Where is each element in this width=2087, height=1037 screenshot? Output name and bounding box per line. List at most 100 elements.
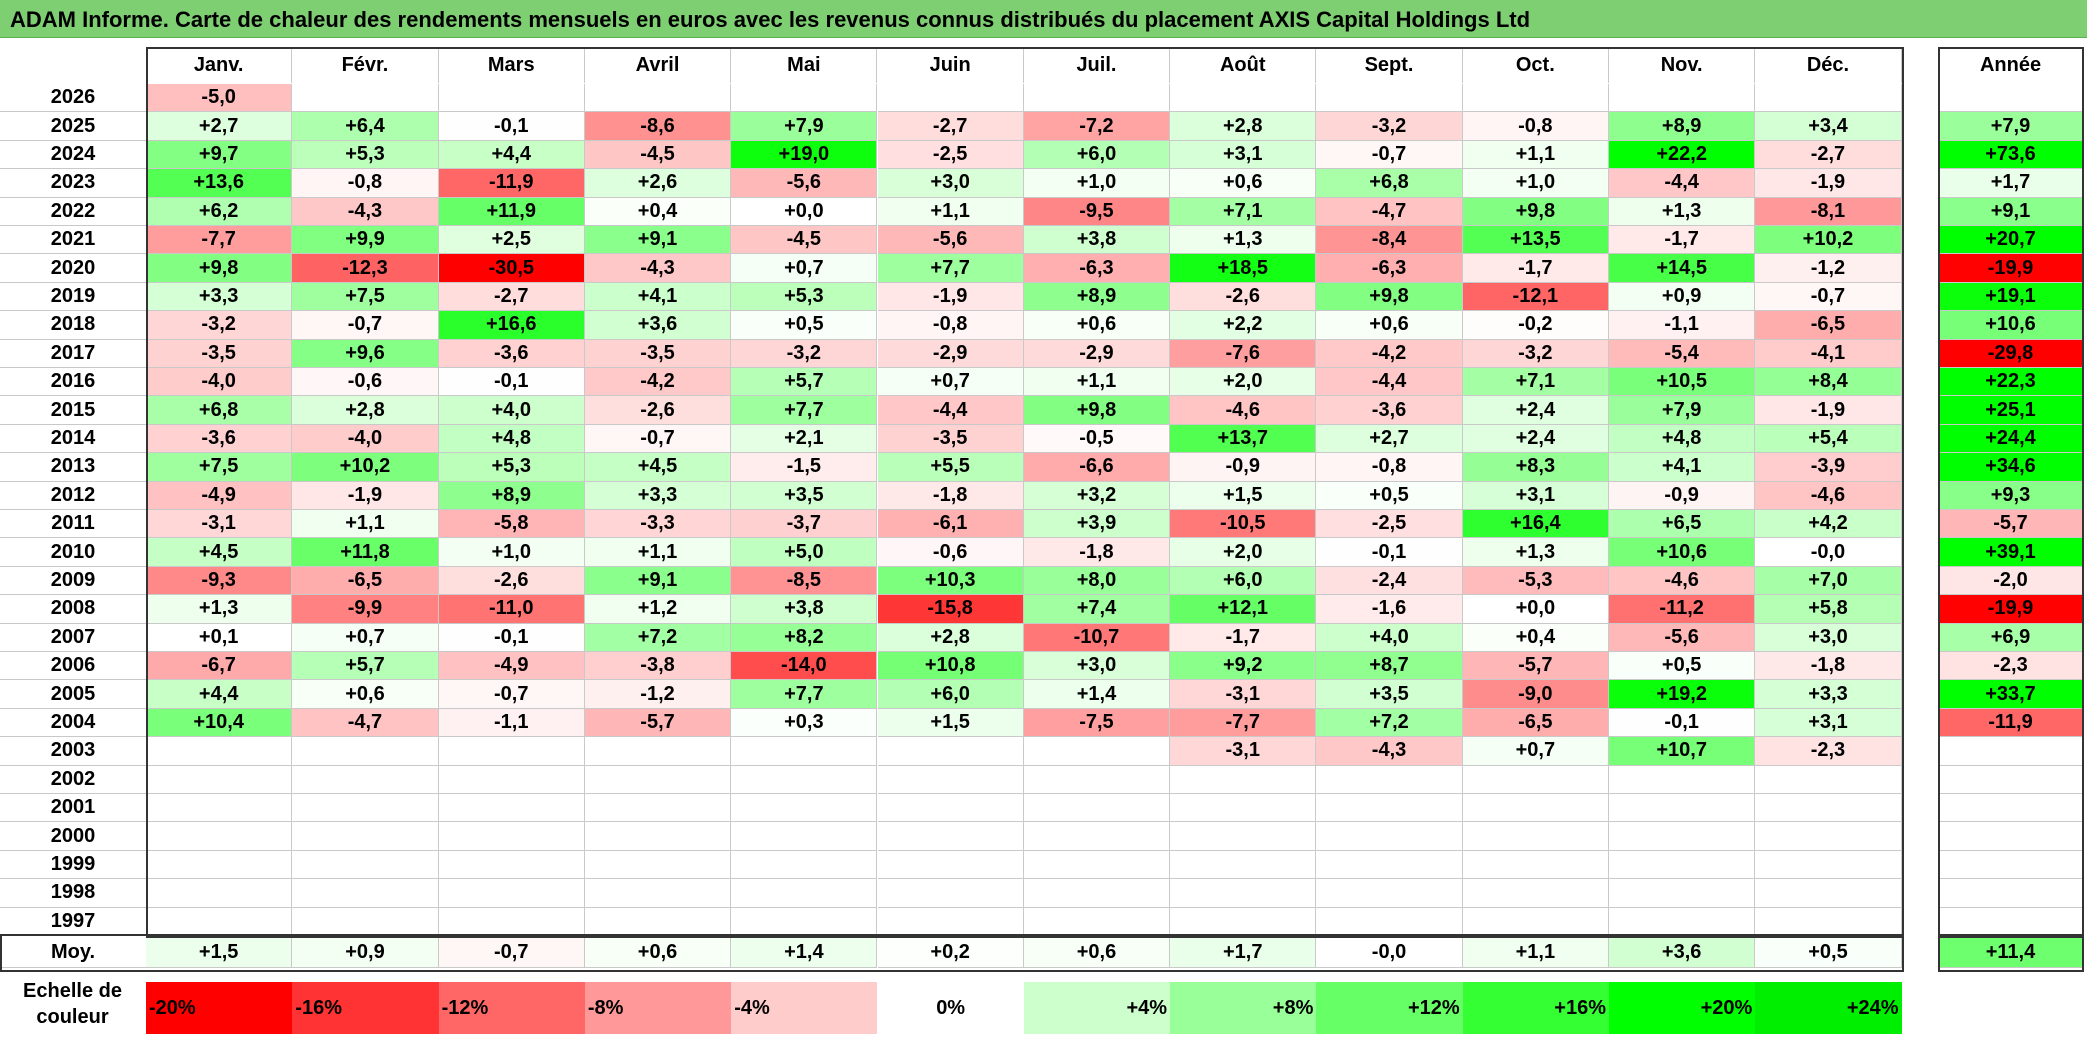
heat-cell: -2,6 (1170, 282, 1317, 312)
heat-cell: -1,1 (1609, 311, 1756, 340)
heat-cell (1170, 879, 1317, 908)
heat-cell: +2,2 (1170, 311, 1317, 340)
month-header: Nov. (1609, 47, 1756, 83)
avg-cell: +0,6 (1023, 938, 1171, 968)
annual-cell: +33,7 (1938, 680, 2084, 709)
heat-cell: -10,5 (1170, 510, 1317, 539)
heat-cell: -11,2 (1609, 595, 1756, 624)
heat-cell: +9,7 (146, 140, 293, 170)
scale-label: Echelle de couleur (23, 980, 122, 1028)
heat-cell: -4,1 (1755, 339, 1902, 368)
heat-cell (1609, 765, 1756, 794)
heat-cell: -3,1 (1170, 737, 1317, 766)
heat-cell: -2,5 (877, 140, 1024, 170)
heat-cell: +1,1 (292, 510, 439, 539)
heat-cell: +0,7 (731, 254, 878, 283)
heat-cell: +4,5 (584, 453, 732, 482)
year-label: 2026 (0, 84, 146, 113)
heat-cell (438, 737, 585, 766)
heat-cell: -4,4 (877, 396, 1024, 425)
heat-cell (438, 850, 585, 880)
heat-cell: -8,6 (584, 112, 732, 141)
heat-cell: +1,0 (438, 538, 585, 567)
heat-cell: +12,1 (1170, 595, 1317, 624)
heat-cell: +0,5 (1316, 481, 1463, 510)
heat-cell: -3,3 (584, 510, 732, 539)
heat-cell: -6,1 (877, 510, 1024, 539)
heat-cell (1316, 84, 1463, 113)
heat-cell: +16,4 (1462, 510, 1609, 539)
heat-cell: -11,0 (438, 595, 585, 624)
heat-cell: +4,8 (438, 424, 585, 454)
heat-cell: -14,0 (731, 652, 878, 681)
heat-cell (292, 765, 439, 794)
heat-cell: -9,0 (1462, 680, 1609, 709)
heat-cell: -5,6 (877, 226, 1024, 255)
heat-cell (1170, 765, 1317, 794)
heat-cell: -6,5 (1755, 311, 1902, 340)
heat-cell: +1,1 (877, 197, 1024, 226)
heat-cell: -7,2 (1023, 112, 1171, 141)
year-label: 2010 (0, 538, 146, 567)
heat-cell: +0,6 (292, 680, 439, 709)
annual-cell: +20,7 (1938, 226, 2084, 255)
heat-cell (877, 737, 1024, 766)
heat-cell (584, 850, 732, 880)
heat-cell: -12,3 (292, 254, 439, 283)
heat-cell: +6,8 (1316, 169, 1463, 198)
heat-cell (877, 907, 1024, 936)
heat-cell: +4,2 (1755, 510, 1902, 539)
heat-cell: -3,2 (731, 339, 878, 368)
heat-cell: +0,7 (292, 623, 439, 652)
heat-cell: -1,2 (1755, 254, 1902, 283)
chart-title: ADAM Informe. Carte de chaleur des rende… (10, 7, 1531, 32)
heat-cell: -0,8 (292, 169, 439, 198)
month-header: Juin (878, 47, 1024, 83)
heat-cell: -11,9 (438, 169, 585, 198)
annual-cell: -2,3 (1938, 652, 2084, 681)
heat-cell: -3,2 (1316, 112, 1463, 141)
heat-cell (292, 907, 439, 936)
heat-cell: +13,6 (146, 169, 293, 198)
heat-cell: +3,3 (146, 282, 293, 312)
heat-cell (1316, 879, 1463, 908)
year-label: 2002 (0, 766, 146, 794)
scale-swatch: +20% (1609, 982, 1756, 1034)
heat-cell: -5,7 (584, 708, 732, 738)
heat-cell (1755, 822, 1902, 851)
month-header: Déc. (1755, 47, 1902, 83)
heat-cell: -3,6 (146, 424, 293, 454)
heat-cell: -4,0 (146, 368, 293, 397)
year-label: 2019 (0, 283, 146, 312)
heat-cell: -0,9 (1170, 453, 1317, 482)
heat-cell: +1,3 (1462, 538, 1609, 567)
heat-cell (1462, 907, 1609, 936)
heat-cell: +4,8 (1609, 424, 1756, 454)
heat-cell: -2,6 (584, 396, 732, 425)
heat-cell (584, 84, 732, 113)
heat-cell: -7,7 (1170, 708, 1317, 738)
heat-cell: +0,5 (731, 311, 878, 340)
heat-cell: -6,5 (1462, 708, 1609, 738)
heat-cell: +2,4 (1462, 396, 1609, 425)
heat-cell: +8,7 (1316, 652, 1463, 681)
avg-cell: +0,6 (584, 938, 732, 968)
heat-cell: -4,4 (1609, 169, 1756, 198)
heat-cell (292, 737, 439, 766)
heat-cell: -0,1 (438, 623, 585, 652)
heat-cell: -1,5 (731, 453, 878, 482)
annual-cell (1938, 794, 2084, 823)
heat-cell: -1,8 (1755, 652, 1902, 681)
annual-cell: -5,7 (1938, 510, 2084, 539)
heat-cell: +7,9 (731, 112, 878, 141)
heat-cell (1609, 879, 1756, 908)
heat-cell: +3,6 (584, 311, 732, 340)
year-header: Année (1938, 47, 2084, 83)
annual-cell: +25,1 (1938, 396, 2084, 425)
annual-cell: +7,9 (1938, 112, 2084, 141)
month-header: Avril (585, 47, 732, 83)
heat-cell (1316, 822, 1463, 851)
heat-cell: -12,1 (1462, 282, 1609, 312)
heat-cell (146, 850, 293, 880)
annual-cell (1938, 765, 2084, 794)
